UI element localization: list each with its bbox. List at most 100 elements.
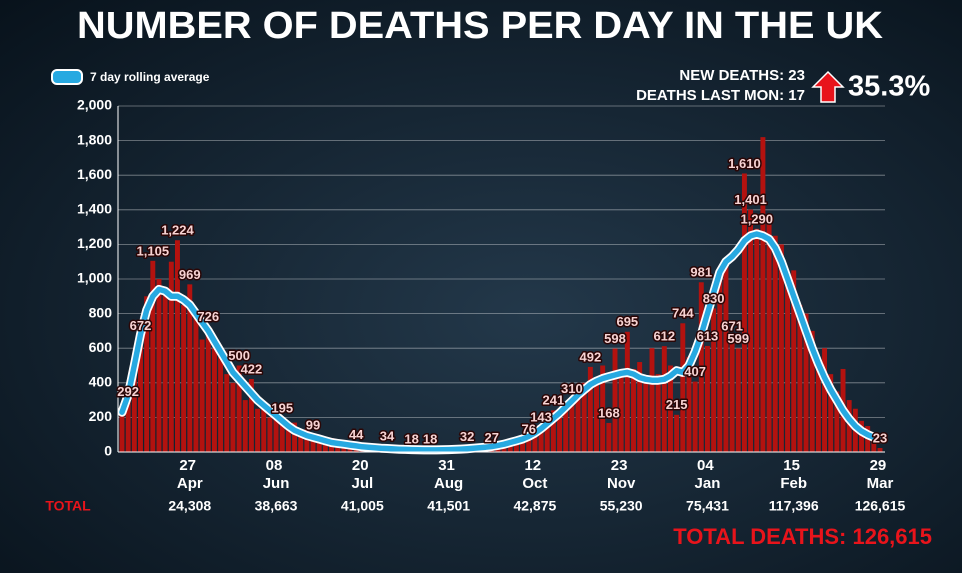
value-label: 23	[873, 430, 887, 445]
value-label: 18	[404, 431, 418, 446]
bar	[594, 379, 599, 452]
bar	[205, 326, 211, 452]
bar	[187, 284, 193, 452]
bar	[828, 374, 834, 452]
bar	[766, 218, 772, 452]
value-label: 195	[271, 401, 293, 416]
bar	[236, 365, 242, 452]
bar	[322, 439, 328, 452]
y-tick-label: 1,600	[77, 166, 112, 182]
bar	[877, 448, 883, 452]
totals-label: TOTAL	[45, 498, 91, 514]
bar	[624, 331, 630, 452]
bar	[304, 429, 310, 452]
bar	[569, 398, 575, 452]
x-tick-label: 23 Nov	[607, 457, 636, 492]
bar	[248, 378, 254, 452]
x-tick-label: 29 Mar	[867, 457, 894, 492]
bar	[131, 365, 137, 452]
bar	[255, 408, 261, 452]
bar	[144, 296, 150, 452]
bar	[125, 401, 131, 452]
bar	[181, 304, 187, 452]
value-label: 168	[598, 405, 620, 420]
x-tick-label: 08 Jun	[263, 457, 290, 492]
bar	[871, 434, 877, 452]
x-tick-label: 15 Feb	[780, 457, 807, 492]
total-value: 41,501	[427, 498, 470, 514]
bar	[316, 436, 322, 452]
bar	[273, 412, 279, 452]
bar	[138, 335, 143, 452]
bar	[298, 431, 304, 452]
bar	[513, 439, 519, 452]
bar	[704, 345, 710, 452]
new-deaths: NEW DEATHS: 23	[679, 67, 805, 84]
bar	[809, 330, 815, 452]
bar	[859, 420, 864, 452]
value-label: 969	[179, 267, 201, 282]
value-label: 695	[616, 314, 638, 329]
bar	[686, 356, 692, 452]
bar	[711, 308, 717, 452]
bar	[649, 348, 655, 452]
value-label: 143	[530, 410, 552, 425]
x-tick-label: 20 Jul	[351, 457, 373, 492]
bar	[150, 260, 156, 452]
bar	[822, 348, 828, 452]
value-label: 292	[117, 384, 139, 399]
value-label: 981	[690, 265, 712, 280]
change-percent: 35.3%	[848, 71, 930, 103]
bar	[661, 346, 667, 452]
value-label: 1,290	[740, 211, 773, 226]
bar	[606, 422, 612, 452]
value-label: 99	[306, 417, 320, 432]
bar	[550, 410, 556, 452]
y-tick-label: 200	[89, 408, 113, 424]
chart-title: NUMBER OF DEATHS PER DAY IN THE UK	[77, 5, 884, 47]
bar	[575, 391, 581, 452]
value-label: 18	[423, 431, 437, 446]
bar	[557, 417, 563, 452]
bar	[119, 412, 125, 452]
last-mon-deaths: DEATHS LAST MON: 17	[636, 87, 805, 104]
bar	[168, 261, 174, 452]
bar	[778, 244, 784, 452]
y-tick-label: 1,000	[77, 270, 112, 286]
value-label: 34	[380, 429, 395, 444]
value-label: 310	[561, 381, 583, 396]
total-value: 75,431	[686, 498, 729, 514]
x-tick-label: 27 Apr	[177, 457, 203, 492]
bar	[600, 365, 606, 452]
bar	[612, 348, 618, 452]
x-tick-label: 04 Jan	[695, 457, 721, 492]
value-label: 76	[521, 421, 535, 436]
value-label: 612	[653, 329, 675, 344]
value-label: 1,105	[137, 243, 170, 258]
bar	[846, 400, 852, 452]
value-label: 598	[604, 331, 626, 346]
bar	[526, 438, 532, 452]
bar	[655, 374, 661, 452]
value-label: 830	[703, 291, 725, 306]
value-label: 744	[672, 306, 694, 321]
y-tick-label: 600	[89, 339, 113, 355]
y-tick-label: 1,400	[77, 201, 112, 217]
bar	[211, 348, 217, 452]
bar	[532, 434, 538, 452]
bar	[674, 414, 680, 452]
value-label: 241	[543, 393, 565, 408]
value-label: 1,401	[734, 192, 767, 207]
x-tick-label: 12 Oct	[522, 457, 547, 492]
value-label: 32	[460, 429, 474, 444]
bar	[224, 374, 230, 452]
y-tick-label: 2,000	[77, 97, 112, 113]
bar	[760, 137, 766, 452]
total-value: 38,663	[255, 498, 298, 514]
value-label: 1,610	[728, 156, 761, 171]
bar	[267, 417, 273, 452]
bar	[815, 356, 821, 452]
bar	[242, 400, 248, 452]
bar	[587, 366, 593, 452]
value-label: 613	[697, 328, 719, 343]
